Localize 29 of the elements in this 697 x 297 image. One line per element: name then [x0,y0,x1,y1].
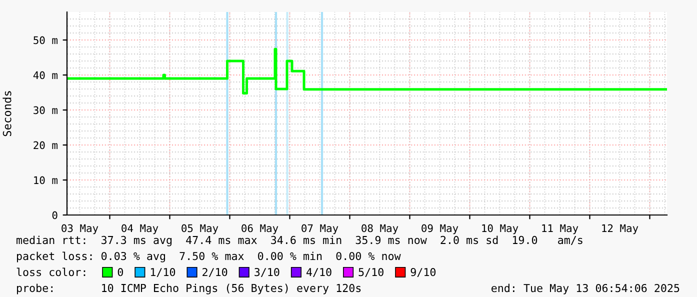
x-tick-label: 09 May [422,224,458,234]
text: median rtt: 37.3 ms avg 47.4 ms max 34.6 ms min 35.9 ms now 2.0 ms sd 19.0 am/s [16,236,582,246]
x-tick-label: 08 May [362,224,398,234]
x-tick-label: 03 May [62,224,98,234]
legend-label: 3/10 [254,268,280,278]
text: packet loss: 0.03 % avg 7.50 % max 0.00 % min 0.00 % now [17,252,401,262]
x-tick-label: 05 May [182,224,218,234]
legend-label: 9/10 [410,268,436,278]
text: probe: 10 ICMP Echo Pings (56 Bytes) every 120s [17,284,361,294]
x-tick-label: 04 May [122,224,158,234]
text: end: Tue May 13 06:54:06 2025 [492,284,680,294]
x-tick-label: 11 May [542,224,578,234]
x-tick-label: 06 May [242,224,278,234]
legend-label: 1/10 [150,268,176,278]
legend-title: loss color: [16,268,86,276]
y-tick-label: 50 m [34,36,58,44]
legend-label: 5/10 [358,268,384,278]
y-tick-label: 30 m [34,106,58,114]
y-tick-label: 0 [52,211,58,220]
y-axis-title: Seconds [2,91,12,136]
x-tick-label: 10 May [482,224,518,234]
y-tick-label: 40 m [33,71,58,80]
x-tick-label: 07 May [302,224,338,234]
x-tick-label: 12 May [602,224,638,234]
legend-label: 2/10 [202,268,228,278]
legend-label: 0 [118,268,123,276]
y-tick-label: 20 m [34,141,58,150]
legend-label: 4/10 [306,268,332,278]
y-tick-label: 10 m [34,176,58,184]
